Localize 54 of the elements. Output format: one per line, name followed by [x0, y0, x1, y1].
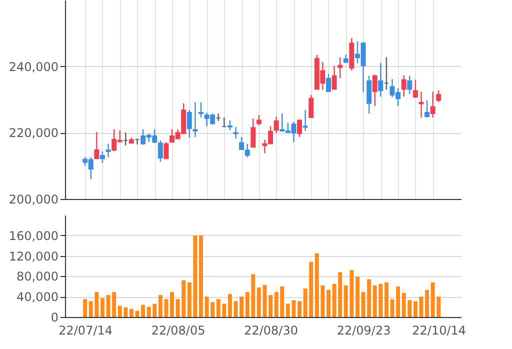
bar	[326, 290, 330, 317]
y-tick-label: 0	[50, 310, 58, 324]
candlestick	[100, 150, 105, 164]
candlestick	[274, 116, 279, 134]
candlestick	[412, 79, 418, 99]
x-tick-label: 22/08/05	[151, 324, 206, 338]
x-tick-label: 22/10/14	[412, 324, 466, 338]
y-tick-label: 220,000	[8, 126, 58, 140]
bar	[268, 295, 273, 317]
candlestick	[233, 126, 238, 140]
candlestick	[326, 73, 331, 92]
y-tick-label: 80,000	[16, 270, 58, 284]
candlestick	[227, 120, 232, 131]
bar	[396, 286, 400, 317]
candlestick	[401, 74, 406, 98]
bar	[100, 298, 104, 317]
candlestick	[250, 118, 256, 148]
bar	[355, 276, 360, 317]
candlestick	[436, 90, 442, 103]
candlestick	[430, 91, 436, 118]
bar	[83, 299, 88, 317]
x-tick-label: 22/08/30	[244, 324, 298, 338]
bar	[170, 292, 174, 317]
y-tick-label: 160,000	[8, 228, 58, 243]
bar	[298, 301, 302, 317]
candlestick	[158, 140, 163, 162]
y-tick-label: 120,000	[8, 249, 58, 264]
x-tick-label: 22/07/14	[58, 324, 113, 338]
bar	[228, 294, 232, 317]
candlestick	[407, 75, 412, 95]
candlestick	[302, 110, 308, 132]
candlestick	[372, 74, 378, 107]
y-tick-label: 200,000	[8, 192, 58, 206]
candlestick	[192, 102, 198, 138]
candlestick	[106, 143, 111, 158]
candlestick	[338, 56, 343, 79]
candlestick	[186, 110, 192, 138]
candlestick	[94, 131, 100, 160]
candlestick	[164, 141, 169, 160]
y-tick-label: 40,000	[16, 290, 58, 304]
candlestick	[256, 114, 262, 126]
candlestick	[424, 100, 430, 118]
bar	[141, 304, 146, 317]
bar	[425, 290, 430, 317]
candlestick	[332, 65, 337, 90]
x-tick-label: 22/09/23	[336, 324, 391, 338]
candlestick	[198, 102, 204, 118]
candlestick	[297, 118, 302, 138]
candlestick	[378, 62, 384, 98]
y-tick-label: 240,000	[8, 60, 58, 74]
candlestick	[366, 75, 372, 114]
candlestick	[418, 91, 424, 118]
bar	[198, 235, 203, 317]
candlestick	[308, 94, 314, 118]
